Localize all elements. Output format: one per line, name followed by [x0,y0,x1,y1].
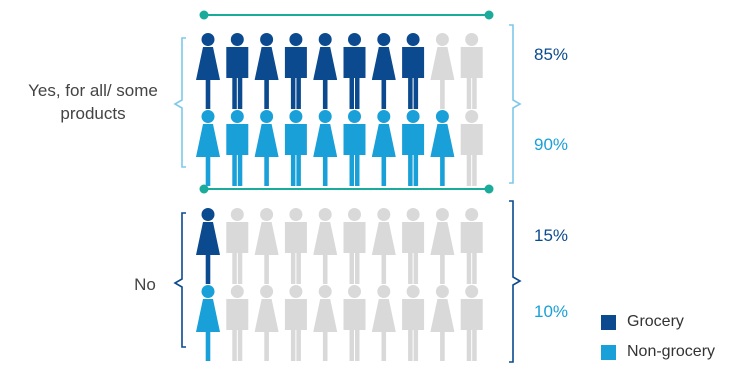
person-icon-grocery-yes-5 [313,33,338,109]
legend-label-non-grocery: Non-grocery [627,343,716,360]
middle-separator-dot-right [484,184,494,194]
person-icon-grocery-no-3 [254,208,279,284]
person-icon-grocery-yes-2 [226,33,249,109]
person-icon-grocery-no-4 [284,208,307,284]
person-icon-non-grocery-yes-3 [254,110,279,186]
no-left-bracket [173,212,186,348]
person-icon-non-grocery-no-9 [430,285,455,361]
middle-separator-dot-left [199,184,209,194]
person-icon-grocery-yes-9 [430,33,455,109]
person-icon-non-grocery-no-1 [196,285,220,361]
person-icon-grocery-no-5 [313,208,338,284]
person-icon-grocery-no-9 [430,208,455,284]
category-label-yes: Yes, for all/ some products [28,81,158,123]
person-icon-non-grocery-yes-4 [284,110,307,186]
person-icon-grocery-yes-6 [343,33,366,109]
person-icon-non-grocery-no-10 [460,285,483,361]
legend-swatch-grocery [601,314,616,330]
person-icon-non-grocery-yes-10 [460,110,483,186]
person-icon-non-grocery-yes-6 [343,110,366,186]
yes-right-bracket [509,24,522,184]
person-icon-non-grocery-no-7 [371,285,396,361]
person-icon-non-grocery-yes-7 [371,110,396,186]
person-icon-grocery-no-1 [196,208,220,284]
person-icon-non-grocery-no-5 [313,285,338,361]
top-separator-dot-left [199,10,209,20]
yes-left-bracket [173,37,186,168]
person-icon-grocery-no-2 [226,208,249,284]
person-icon-grocery-yes-1 [196,33,220,109]
person-icon-non-grocery-no-4 [284,285,307,361]
person-icon-grocery-yes-4 [284,33,307,109]
person-icon-non-grocery-yes-5 [313,110,338,186]
person-icon-non-grocery-no-3 [254,285,279,361]
pct-no-grocery: 15% [534,226,569,245]
legend-swatch-non-grocery [601,344,616,360]
person-icon-grocery-yes-10 [460,33,483,109]
person-icon-grocery-no-7 [371,208,396,284]
person-icon-grocery-no-10 [460,208,483,284]
pct-no-non-grocery: 10% [534,302,569,321]
person-icon-non-grocery-yes-1 [196,110,220,186]
legend-label-grocery: Grocery [627,313,684,330]
legend-item-non-grocery: Non-grocery [601,343,715,361]
person-icon-non-grocery-no-6 [343,285,366,361]
person-icon-non-grocery-yes-2 [226,110,249,186]
person-icon-grocery-yes-8 [402,33,425,109]
person-icon-grocery-no-8 [402,208,425,284]
person-icon-non-grocery-yes-8 [402,110,425,186]
pct-yes-grocery: 85% [534,45,569,64]
top-separator-dot-right [484,10,494,20]
icon-rows [196,33,483,361]
person-icon-grocery-yes-3 [254,33,279,109]
person-icon-non-grocery-no-2 [226,285,249,361]
person-icon-non-grocery-yes-9 [430,110,455,186]
pct-yes-non-grocery: 90% [534,135,569,154]
person-icon-grocery-no-6 [343,208,366,284]
person-icon-non-grocery-no-8 [402,285,425,361]
category-label-no: No [134,275,156,294]
legend-item-grocery: Grocery [601,313,684,331]
person-icon-grocery-yes-7 [371,33,396,109]
no-right-bracket [509,200,522,363]
